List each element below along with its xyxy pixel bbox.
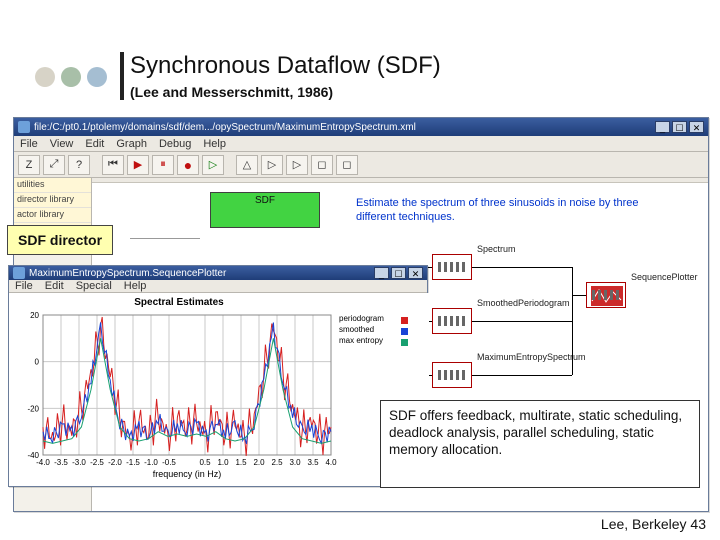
- menu-view[interactable]: View: [50, 138, 74, 150]
- svg-text:Spectral Estimates: Spectral Estimates: [134, 297, 224, 308]
- action2-icon[interactable]: ▷: [261, 155, 283, 175]
- wire: [572, 267, 573, 375]
- svg-text:periodogram: periodogram: [339, 314, 384, 323]
- svg-text:0: 0: [35, 358, 40, 367]
- play-icon[interactable]: ▶: [127, 155, 149, 175]
- action1-icon[interactable]: △: [236, 155, 258, 175]
- menu-help[interactable]: Help: [124, 280, 147, 292]
- menubar: File View Edit Graph Debug Help: [14, 136, 708, 152]
- plotter-close-button[interactable]: ✕: [408, 267, 423, 279]
- dot-3: [87, 67, 107, 87]
- svg-text:1.5: 1.5: [235, 458, 247, 467]
- wire: [472, 267, 572, 268]
- title-block: Synchronous Dataflow (SDF) (Lee and Mess…: [120, 52, 441, 100]
- actor-spectrum[interactable]: Spectrum: [432, 254, 472, 280]
- canvas-description: Estimate the spectrum of three sinusoids…: [356, 196, 656, 224]
- pause-icon[interactable]: ⏸: [152, 155, 174, 175]
- menu-file[interactable]: File: [20, 138, 38, 150]
- plotter-titlebar[interactable]: MaximumEntropySpectrum.SequencePlotter _…: [9, 266, 427, 280]
- actor-label: Spectrum: [477, 244, 516, 254]
- menu-edit[interactable]: Edit: [45, 280, 64, 292]
- svg-text:3.5: 3.5: [307, 458, 319, 467]
- menu-graph[interactable]: Graph: [116, 138, 147, 150]
- close-button[interactable]: ✕: [689, 121, 704, 133]
- zoom-icon[interactable]: Z: [18, 155, 40, 175]
- svg-text:-1.0: -1.0: [144, 458, 158, 467]
- svg-text:1.0: 1.0: [217, 458, 229, 467]
- titlebar[interactable]: file:/C:/pt0.1/ptolemy/domains/sdf/dem..…: [14, 118, 708, 136]
- svg-text:20: 20: [30, 311, 39, 320]
- sidebar-item-actor-library[interactable]: actor library: [14, 208, 91, 223]
- svg-text:-3.0: -3.0: [72, 458, 86, 467]
- svg-text:-3.5: -3.5: [54, 458, 68, 467]
- actor-sequenceplotter[interactable]: SequencePlotter: [586, 282, 626, 308]
- svg-text:-4.0: -4.0: [36, 458, 50, 467]
- action3-icon[interactable]: ▷: [286, 155, 308, 175]
- svg-text:-20: -20: [27, 404, 39, 413]
- footer-credit: Lee, Berkeley 43: [601, 516, 706, 532]
- expand2-icon[interactable]: ◻: [336, 155, 358, 175]
- expand-icon[interactable]: ◻: [311, 155, 333, 175]
- menu-file[interactable]: File: [15, 280, 33, 292]
- plotter-icon: [13, 267, 25, 279]
- plotter-title: MaximumEntropySpectrum.SequencePlotter: [29, 268, 226, 279]
- svg-text:-1.5: -1.5: [126, 458, 140, 467]
- unknown-icon[interactable]: ?: [68, 155, 90, 175]
- svg-text:2.0: 2.0: [253, 458, 265, 467]
- sidebar-item-utilities[interactable]: utilities: [14, 178, 91, 193]
- actor-label: SequencePlotter: [631, 272, 698, 282]
- fit-icon[interactable]: ⤢: [43, 155, 65, 175]
- svg-text:-2.0: -2.0: [108, 458, 122, 467]
- actor-smoothedperiodogram[interactable]: SmoothedPeriodogram: [432, 308, 472, 334]
- header-dots: [35, 67, 107, 87]
- svg-text:max entropy: max entropy: [339, 336, 383, 345]
- actor-label: MaximumEntropySpectrum: [477, 352, 586, 362]
- svg-text:3.0: 3.0: [289, 458, 301, 467]
- toolbar: Z⤢?⏮▶⏸●▷△▷▷◻◻: [14, 152, 708, 178]
- dot-1: [35, 67, 55, 87]
- spectral-plot: Spectral Estimates-40-20020-4.0-3.5-3.0-…: [9, 293, 429, 481]
- dot-2: [61, 67, 81, 87]
- actor-label: SmoothedPeriodogram: [477, 298, 570, 308]
- menu-debug[interactable]: Debug: [159, 138, 191, 150]
- menu-edit[interactable]: Edit: [85, 138, 104, 150]
- rewind-icon[interactable]: ⏮: [102, 155, 124, 175]
- svg-text:4.0: 4.0: [325, 458, 337, 467]
- plot-body: Spectral Estimates-40-20020-4.0-3.5-3.0-…: [9, 293, 427, 486]
- svg-text:frequency (in Hz): frequency (in Hz): [153, 469, 222, 479]
- plotter-window: MaximumEntropySpectrum.SequencePlotter _…: [8, 265, 428, 487]
- plotter-maximize-button[interactable]: ☐: [391, 267, 406, 279]
- wire: [572, 295, 586, 296]
- sdf-description-box: SDF offers feedback, multirate, static s…: [380, 400, 700, 488]
- step-icon[interactable]: ▷: [202, 155, 224, 175]
- wire: [472, 375, 572, 376]
- app-icon: [18, 121, 30, 133]
- wire: [472, 321, 572, 322]
- menu-help[interactable]: Help: [203, 138, 226, 150]
- svg-text:2.5: 2.5: [271, 458, 283, 467]
- sdf-director-label: SDF director: [7, 225, 113, 255]
- plotter-minimize-button[interactable]: _: [374, 267, 389, 279]
- stop-icon[interactable]: ●: [177, 155, 199, 175]
- page-subtitle: (Lee and Messerschmitt, 1986): [130, 84, 441, 100]
- plotter-menubar: File Edit Special Help: [9, 280, 427, 293]
- director-pointer-line: [130, 238, 200, 239]
- svg-text:-2.5: -2.5: [90, 458, 104, 467]
- maximize-button[interactable]: ☐: [672, 121, 687, 133]
- actor-maximumentropyspectrum[interactable]: MaximumEntropySpectrum: [432, 362, 472, 388]
- minimize-button[interactable]: _: [655, 121, 670, 133]
- svg-text:-0.5: -0.5: [162, 458, 176, 467]
- menu-special[interactable]: Special: [76, 280, 112, 292]
- sidebar-item-director-library[interactable]: director library: [14, 193, 91, 208]
- svg-text:0.5: 0.5: [199, 458, 211, 467]
- titlebar-path: file:/C:/pt0.1/ptolemy/domains/sdf/dem..…: [34, 122, 416, 133]
- svg-text:smoothed: smoothed: [339, 325, 374, 334]
- page-title: Synchronous Dataflow (SDF): [130, 52, 441, 80]
- sdf-director-block[interactable]: SDF: [210, 192, 320, 228]
